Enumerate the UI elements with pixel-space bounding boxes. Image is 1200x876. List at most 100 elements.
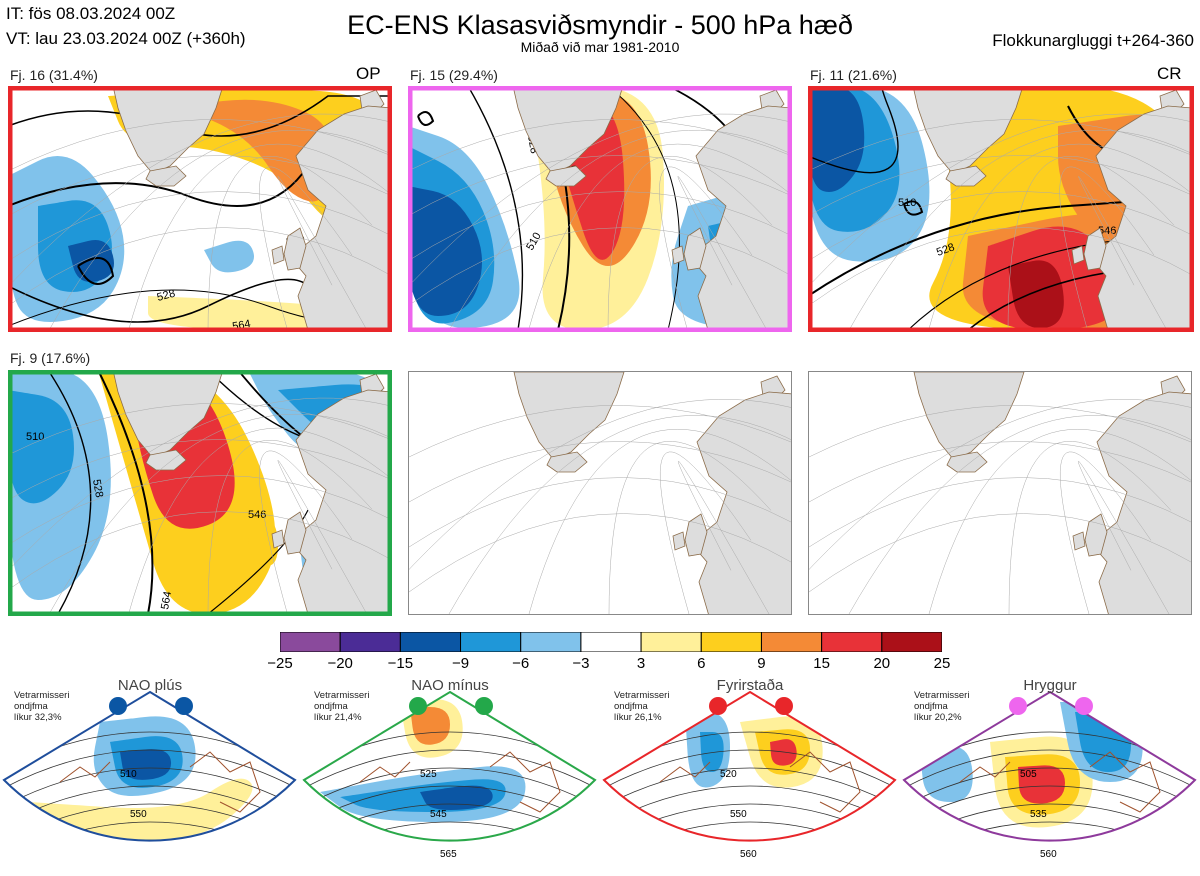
- cluster-3-tag: CR: [1157, 64, 1182, 83]
- regime-marker: [109, 697, 127, 715]
- colorbar-swatch: [881, 632, 942, 652]
- regime-border: [2, 690, 297, 842]
- cluster-map-2: 528546510564: [408, 86, 792, 332]
- colorbar-swatch: [280, 632, 341, 652]
- regime-panel: 520 550 560: [600, 672, 900, 871]
- regime-name: Hryggur: [1023, 677, 1077, 694]
- regime-info: Vetrarmisseri ondjfma líkur 21,4%: [314, 690, 369, 723]
- regime-marker: [409, 697, 427, 715]
- colorbar-swatch: [520, 632, 582, 652]
- colorbar-tick-label: 6: [697, 655, 706, 672]
- contour-label: 546: [248, 509, 266, 521]
- regime-contour-label: 535: [1030, 809, 1047, 820]
- regime-info: Vetrarmisseri ondjfma líkur 32,3%: [14, 690, 69, 723]
- colorbar-swatch: [640, 632, 702, 652]
- regime-contour-label: 550: [730, 809, 747, 820]
- regime-info-line: líkur 20,2%: [914, 712, 962, 723]
- regime-info-line: líkur 21,4%: [314, 712, 362, 723]
- colorbar-tick-label: 25: [933, 655, 951, 672]
- regime-panel: 510 550: [0, 672, 300, 871]
- colorbar-tick-label: −15: [387, 655, 414, 672]
- chart-subtitle: Miðað við mar 1981-2010: [520, 39, 680, 55]
- chart-title: EC-ENS Klasasviðsmyndir - 500 hPa hæð: [347, 10, 853, 40]
- colorbar-swatch: [399, 632, 462, 652]
- regime-info-line: Vetrarmisseri: [14, 690, 70, 701]
- cluster-2-label: Fj. 15 (29.4%): [410, 67, 498, 83]
- cluster-border: [808, 86, 1194, 332]
- regime-info-line: ondjfma: [614, 701, 648, 712]
- regime-info-line: ondjfma: [14, 701, 48, 712]
- cluster-3-label: Fj. 11 (21.6%): [810, 67, 897, 83]
- regime-info: Vetrarmisseri ondjfma líkur 20,2%: [914, 690, 969, 723]
- regime-contour-label: 565: [440, 849, 457, 860]
- regime-info-line: ondjfma: [314, 701, 348, 712]
- colorbar-tick-label: −20: [327, 655, 353, 672]
- regime-info-line: Vetrarmisseri: [314, 690, 370, 701]
- colorbar-swatch: [760, 632, 823, 652]
- colorbar-swatch: [339, 632, 401, 652]
- colorbar-tick-label: 15: [813, 655, 830, 672]
- colorbar-swatch: [821, 632, 883, 652]
- regime-marker: [775, 697, 793, 715]
- contour-label: 564: [159, 590, 174, 610]
- initial-time: IT: fös 08.03.2024 00Z: [6, 4, 176, 23]
- regime-marker: [175, 697, 193, 715]
- regime-marker: [475, 697, 493, 715]
- regime-contour-label: 505: [1020, 769, 1037, 780]
- regime-info-line: líkur 32,3%: [14, 712, 62, 723]
- regime-marker: [1009, 697, 1027, 715]
- regime-marker: [1075, 697, 1093, 715]
- colorbar-swatch: [580, 632, 642, 652]
- valid-time: VT: lau 23.03.2024 00Z (+360h): [6, 29, 246, 48]
- empty-map-1: [408, 371, 792, 615]
- regime-name: Fyrirstaða: [716, 677, 784, 694]
- regime-contour-label: 545: [430, 809, 447, 820]
- cluster-4-label: Fj. 9 (17.6%): [10, 350, 91, 366]
- cluster-border: [8, 370, 392, 616]
- regime-contour-label: 510: [120, 769, 137, 780]
- anomaly-colorbar: [280, 632, 942, 652]
- colorbar-tick-label: 3: [636, 655, 646, 672]
- regime-info-line: Vetrarmisseri: [914, 690, 970, 701]
- contour-label: 510: [524, 231, 544, 253]
- regime-info-line: Vetrarmisseri: [614, 690, 670, 701]
- cluster-1-label: Fj. 16 (31.4%): [10, 67, 98, 83]
- regime-contour-label: 550: [130, 809, 147, 820]
- colorbar-tick-label: 20: [873, 655, 891, 672]
- colorbar-swatch: [460, 632, 522, 652]
- regime-marker: [709, 697, 727, 715]
- colorbar-tick-label: −3: [572, 655, 590, 672]
- regime-panel: 505 535 560: [900, 672, 1200, 871]
- regime-info: Vetrarmisseri ondjfma líkur 26,1%: [614, 690, 669, 723]
- contour-label: 510: [898, 197, 916, 209]
- regime-name: NAO mínus: [411, 677, 489, 694]
- regime-contour-label: 525: [420, 769, 437, 780]
- regime-contour-label: 560: [740, 849, 757, 860]
- regime-border: [902, 690, 1197, 842]
- regime-border: [302, 690, 597, 842]
- regime-contour-label: 520: [720, 769, 737, 780]
- colorbar-tick-label: −25: [267, 655, 293, 672]
- contour-label: 510: [26, 431, 44, 443]
- regime-info-line: ondjfma: [914, 701, 948, 712]
- regime-border: [602, 690, 897, 842]
- empty-map-2: [808, 371, 1192, 615]
- colorbar-tick-label: −9: [451, 655, 470, 672]
- colorbar-tick-label: −6: [512, 655, 530, 672]
- contour-label: 546: [1098, 225, 1116, 237]
- contour-label: 528: [90, 478, 105, 498]
- cluster-border: [408, 86, 792, 332]
- regime-info-line: líkur 26,1%: [614, 712, 662, 723]
- cluster-border: [8, 86, 392, 332]
- colorbar-swatch: [700, 632, 762, 652]
- regime-panel: 525 545 565: [300, 672, 600, 871]
- classification-window: Flokkunargluggi t+264-360: [992, 31, 1194, 50]
- regime-name: NAO plús: [117, 677, 183, 694]
- contour-label: 528: [935, 241, 956, 259]
- cluster-1-tag: OP: [356, 64, 381, 83]
- colorbar-tick-label: 9: [757, 655, 766, 672]
- contour-label: 528: [156, 288, 177, 304]
- regime-contour-label: 560: [1040, 849, 1057, 860]
